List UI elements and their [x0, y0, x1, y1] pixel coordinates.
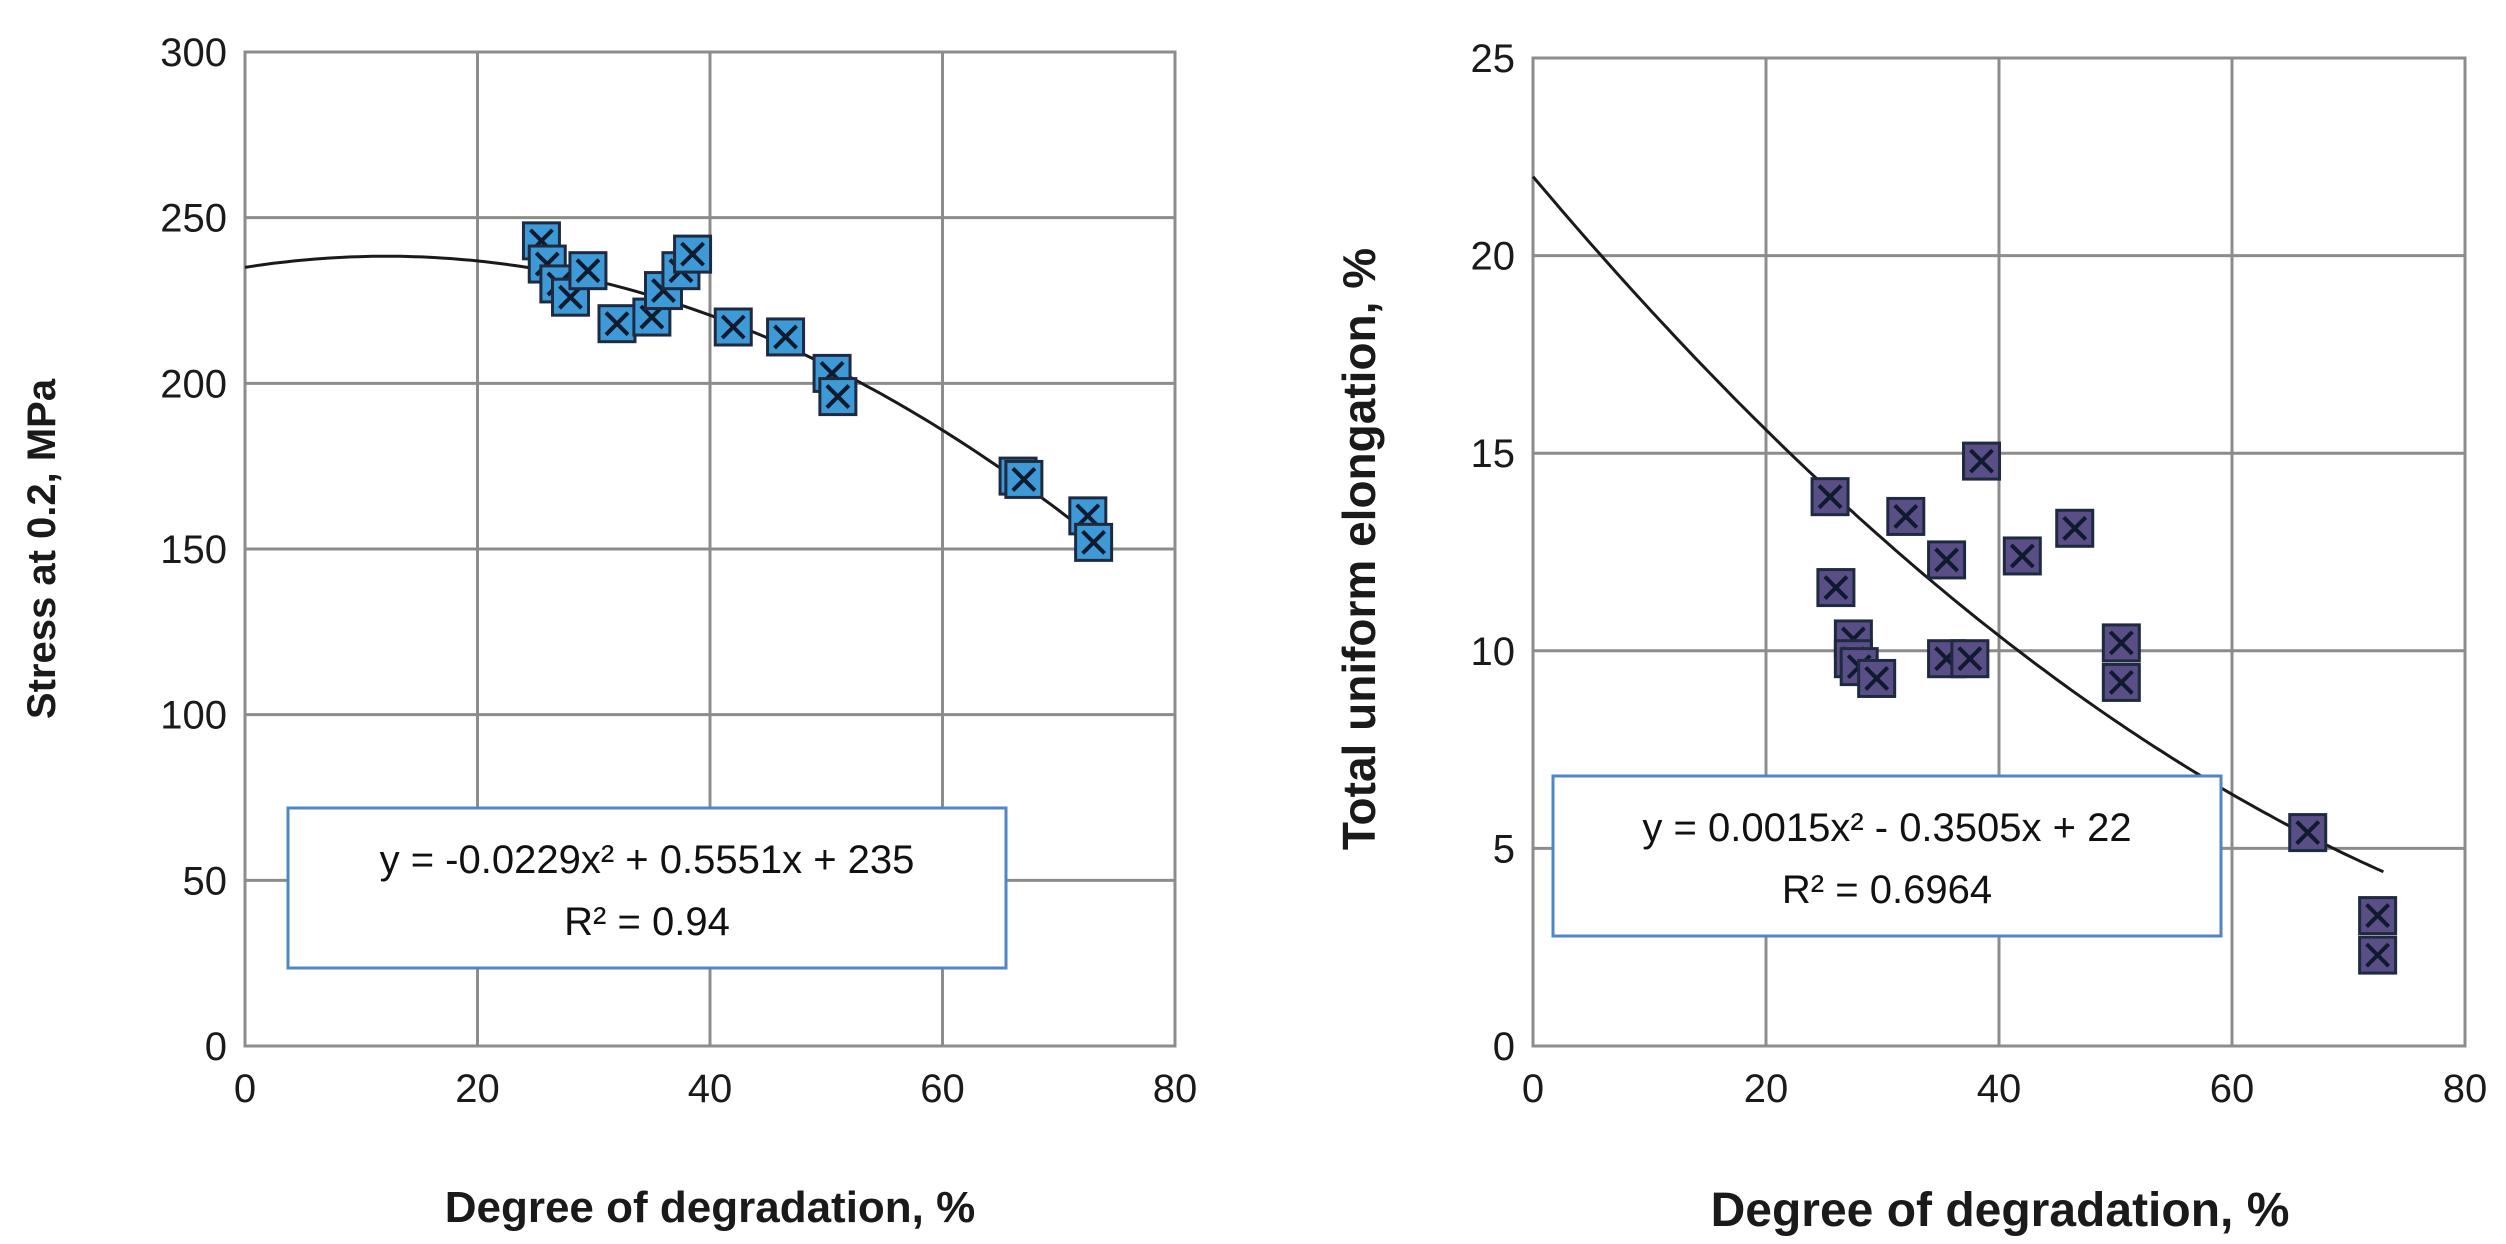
stress-chart-x-tick-label-3: 60: [920, 1067, 965, 1111]
stress-chart-equation-box: y = -0.0229x² + 0.5551x + 235 R² = 0.94: [286, 806, 1008, 970]
stress-chart-point-4-cross: [575, 258, 601, 284]
elongation-chart-point-7-cross: [1934, 547, 1959, 573]
elongation-chart-r-squared: R² = 0.6964: [1782, 868, 1992, 912]
elongation-chart-point-11-square: [2002, 536, 2042, 576]
stress-chart-y-tick-label-3: 150: [160, 528, 227, 572]
stress-chart-equation-frame: [286, 806, 1008, 970]
stress-chart-y-tick-label-6: 300: [160, 31, 227, 75]
elongation-chart-y-tick-label-5: 25: [1471, 37, 1516, 81]
elongation-chart-markers: [1810, 441, 2398, 975]
stress-chart-plot-frame: [243, 50, 1177, 1048]
elongation-chart-equation-box: y = 0.0015x² - 0.3505x + 22 R² = 0.6964: [1551, 774, 2223, 938]
stress-chart-point-17-cross: [1081, 529, 1107, 555]
elongation-chart-y-tick-label-3: 15: [1471, 432, 1516, 476]
stress-chart-ticks: 0 20 40 60 80 0 50 100 150 200 250 300: [160, 31, 1197, 1111]
stress-chart-point-11-cross: [773, 324, 798, 350]
elongation-chart-y-tick-label-4: 20: [1471, 235, 1516, 279]
elongation-chart-point-12: [2055, 508, 2095, 548]
elongation-chart-point-9-cross: [1957, 646, 1983, 672]
stress-chart-point-11: [766, 317, 806, 357]
elongation-chart-point-14-cross: [2108, 670, 2134, 695]
elongation-chart-point-13: [2101, 623, 2141, 663]
stress-chart-r-squared: R² = 0.94: [564, 900, 730, 944]
elongation-chart-x-tick-label-3: 60: [2210, 1067, 2255, 1111]
stress-chart-point-15-cross: [1011, 467, 1037, 492]
stress-chart-point-17: [1074, 522, 1114, 562]
elongation-chart-point-0-cross: [1817, 484, 1843, 510]
elongation-chart-ticks: 0 20 40 60 80 0 5 10 15 20 25: [1471, 37, 2488, 1111]
stress-chart-point-9-cross: [680, 241, 705, 267]
elongation-chart-y-tick-label-2: 10: [1471, 630, 1516, 674]
elongation-chart-point-12-cross: [2062, 515, 2088, 541]
stress-chart-point-10: [713, 307, 753, 347]
elongation-chart-point-6: [1886, 496, 1926, 536]
elongation-chart-point-10: [1962, 441, 2002, 481]
elongation-chart-x-tick-label-2: 40: [1977, 1067, 2022, 1111]
stress-chart-markers: [521, 221, 1114, 562]
stress-chart-y-tick-label-1: 50: [183, 859, 228, 903]
stress-chart-x-tick-label-2: 40: [688, 1067, 733, 1111]
elongation-chart-point-14: [2101, 662, 2141, 702]
elongation-chart-point-11-cross: [2009, 543, 2035, 569]
stress-chart-y-axis-label: Stress at 0.2, MPa: [20, 378, 64, 719]
stress-chart-y-tick-label-5: 250: [160, 197, 227, 241]
stress-chart-point-5-cross: [604, 311, 630, 337]
elongation-chart-x-axis-label: Degree of degradation, %: [1711, 1184, 2290, 1237]
elongation-chart-point-0: [1810, 477, 1850, 517]
stress-chart-y-tick-label-4: 200: [160, 362, 227, 406]
elongation-chart-point-10-square: [1962, 441, 2002, 481]
stress-chart-point-9: [673, 234, 713, 274]
elongation-chart-point-1: [1816, 568, 1856, 608]
elongation-chart-point-11: [2002, 536, 2042, 576]
elongation-chart-equation: y = 0.0015x² - 0.3505x + 22: [1642, 806, 2131, 850]
elongation-chart-plot-frame: [1531, 56, 2467, 1048]
elongation-chart-point-12-square: [2055, 508, 2095, 548]
stress-chart-point-10-cross: [720, 314, 746, 340]
elongation-chart-y-tick-label-1: 5: [1493, 827, 1515, 871]
elongation-chart-point-1-cross: [1823, 575, 1849, 600]
elongation-chart-point-16: [2358, 896, 2398, 936]
elongation-chart: 0 20 40 60 80 0 5 10 15 20 25 y = 0.0015x² - 0.350…: [1333, 37, 2487, 1237]
stress-chart-x-tick-label-4: 80: [1153, 1067, 1198, 1111]
stress-chart-point-13: [818, 377, 858, 417]
elongation-chart-x-tick-label-4: 80: [2443, 1067, 2488, 1111]
elongation-chart-point-13-cross: [2108, 630, 2134, 656]
elongation-chart-y-tick-label-0: 0: [1493, 1025, 1515, 1069]
elongation-chart-point-9: [1950, 639, 1990, 679]
stress-chart-x-tick-label-0: 0: [234, 1067, 256, 1111]
stress-chart-x-tick-label-1: 20: [455, 1067, 500, 1111]
stress-chart-point-5: [597, 304, 637, 344]
elongation-chart-point-10-cross: [1969, 448, 1994, 474]
elongation-chart-point-5: [1857, 658, 1897, 698]
stress-chart-point-4: [568, 251, 608, 291]
elongation-chart-point-7: [1927, 540, 1967, 580]
elongation-chart-point-6-cross: [1893, 504, 1919, 529]
elongation-chart-point-15: [2288, 813, 2328, 853]
elongation-chart-point-5-cross: [1864, 666, 1890, 691]
elongation-chart-y-axis-label: Total uniform elongation, %: [1333, 248, 1385, 850]
elongation-chart-point-17: [2358, 935, 2398, 975]
stress-chart-equation: y = -0.0229x² + 0.5551x + 235: [380, 838, 915, 882]
stress-chart-point-13-cross: [825, 384, 851, 410]
elongation-chart-point-15-square: [2288, 813, 2328, 853]
stress-chart-x-axis-label: Degree of degradation, %: [445, 1183, 976, 1232]
stress-chart-y-tick-label-2: 100: [160, 694, 227, 738]
stress-chart: 0 20 40 60 80 0 50 100 150 200 250 300 y = -0.0229x…: [20, 31, 1197, 1232]
stress-chart-point-15: [1004, 459, 1044, 499]
elongation-chart-point-16-cross: [2365, 903, 2391, 928]
elongation-chart-equation-frame: [1551, 774, 2223, 938]
elongation-chart-point-17-cross: [2365, 942, 2391, 968]
elongation-chart-trendline: [1531, 175, 2385, 874]
elongation-chart-point-15-cross: [2295, 820, 2321, 846]
stress-chart-y-tick-label-0: 0: [205, 1025, 227, 1069]
elongation-chart-x-tick-label-1: 20: [1744, 1067, 1789, 1111]
elongation-chart-x-tick-label-0: 0: [1522, 1067, 1544, 1111]
